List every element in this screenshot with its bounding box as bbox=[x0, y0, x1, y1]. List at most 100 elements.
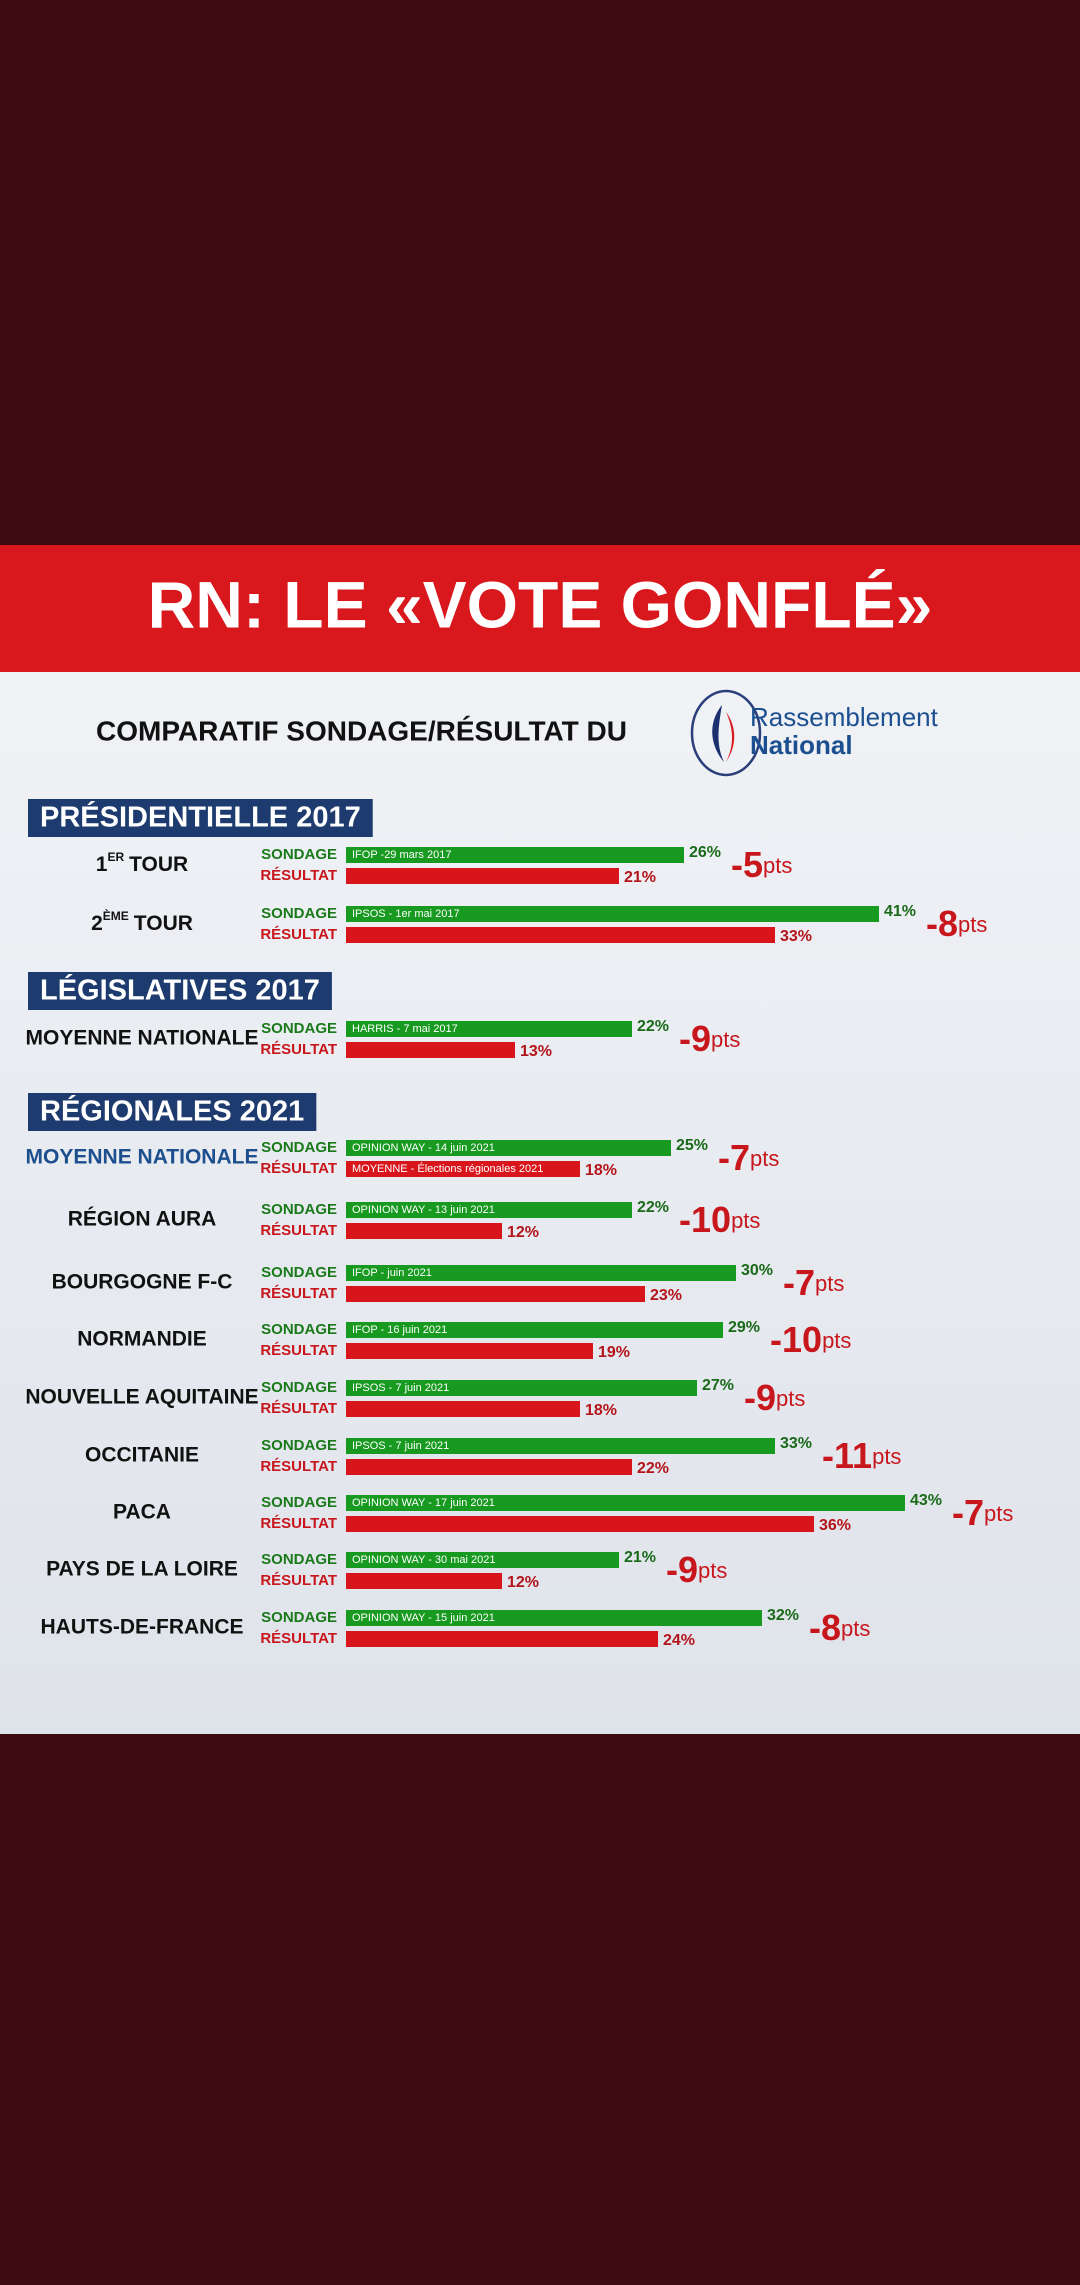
row-label: 2ÈME TOUR bbox=[91, 908, 193, 934]
difference-value: -9 bbox=[679, 1018, 711, 1059]
poll-bar bbox=[346, 1322, 723, 1338]
result-value-label: 36% bbox=[819, 1517, 851, 1534]
logo-text: Rassemblement bbox=[750, 702, 939, 732]
section-header: RÉGIONALES 2021 bbox=[40, 1094, 304, 1128]
row-label: MOYENNE NATIONALE bbox=[26, 1146, 259, 1169]
result-value-label: 21% bbox=[624, 869, 656, 886]
poll-bar bbox=[346, 1202, 632, 1218]
difference: -10pts bbox=[679, 1199, 760, 1240]
poll-bar bbox=[346, 906, 879, 922]
row-label-main: 1 bbox=[96, 853, 108, 876]
infographic bbox=[0, 545, 1080, 1734]
section-header: PRÉSIDENTIELLE 2017 bbox=[40, 800, 361, 834]
row-label: PAYS DE LA LOIRE bbox=[46, 1558, 238, 1581]
difference-value: -9 bbox=[744, 1377, 776, 1418]
result-bar bbox=[346, 1516, 814, 1532]
result-value-label: 18% bbox=[585, 1402, 617, 1419]
result-value-label: 24% bbox=[663, 1632, 695, 1649]
result-legend: RÉSULTAT bbox=[260, 926, 337, 943]
poll-source: OPINION WAY - 15 juin 2021 bbox=[352, 1612, 495, 1624]
difference-unit: pts bbox=[815, 1271, 844, 1296]
result-value-label: 12% bbox=[507, 1224, 539, 1241]
poll-value-label: 33% bbox=[780, 1435, 812, 1452]
result-legend: RÉSULTAT bbox=[260, 1342, 337, 1359]
result-bar bbox=[346, 1343, 593, 1359]
result-bar bbox=[346, 1459, 632, 1475]
result-bar bbox=[346, 1161, 580, 1177]
poll-value-label: 30% bbox=[741, 1262, 773, 1279]
difference-value: -9 bbox=[666, 1549, 698, 1590]
difference-unit: pts bbox=[841, 1616, 870, 1641]
result-value-label: 12% bbox=[507, 1574, 539, 1591]
result-legend: RÉSULTAT bbox=[260, 1222, 337, 1239]
difference-unit: pts bbox=[731, 1208, 760, 1233]
row: NORMANDIE SONDAGE RÉSULTAT IFOP - 16 juin 2… bbox=[77, 1319, 851, 1362]
row: BOURGOGNE F-C SONDAGE RÉSULTAT IFOP - juin … bbox=[52, 1262, 845, 1305]
poll-source: OPINION WAY - 30 mai 2021 bbox=[352, 1554, 495, 1566]
result-legend: RÉSULTAT bbox=[260, 867, 337, 884]
poll-value-label: 21% bbox=[624, 1549, 656, 1566]
row: PAYS DE LA LOIRE SONDAGE RÉSULTAT OPINION W… bbox=[46, 1549, 727, 1592]
difference-unit: pts bbox=[750, 1146, 779, 1171]
poll-bar bbox=[346, 1380, 697, 1396]
row: RÉGION AURA SONDAGE RÉSULTAT OPINION WAY - … bbox=[68, 1199, 761, 1242]
difference-value: -10 bbox=[770, 1319, 822, 1360]
result-bar bbox=[346, 1573, 502, 1589]
poll-legend: SONDAGE bbox=[261, 1139, 337, 1156]
result-legend: RÉSULTAT bbox=[260, 1400, 337, 1417]
poll-bar bbox=[346, 847, 684, 863]
result-legend: RÉSULTAT bbox=[260, 1285, 337, 1302]
difference: -7pts bbox=[783, 1262, 844, 1303]
result-bar bbox=[346, 927, 775, 943]
result-value-label: 13% bbox=[520, 1043, 552, 1060]
row: HAUTS-DE-FRANCE SONDAGE RÉSULTAT OPINION WA… bbox=[41, 1607, 871, 1650]
poll-legend: SONDAGE bbox=[261, 1201, 337, 1218]
section-header-box bbox=[28, 1093, 317, 1131]
poll-source: OPINION WAY - 13 juin 2021 bbox=[352, 1204, 495, 1216]
difference: -7pts bbox=[952, 1492, 1013, 1533]
poll-value-label: 22% bbox=[637, 1199, 669, 1216]
row: 1ER TOUR SONDAGE RÉSULTAT IFOP -29 mars 2017… bbox=[96, 844, 793, 887]
logo-text: National bbox=[750, 730, 853, 760]
difference: -7pts bbox=[718, 1137, 779, 1178]
difference-unit: pts bbox=[763, 853, 792, 878]
row-label: BOURGOGNE F-C bbox=[52, 1271, 233, 1294]
result-legend: RÉSULTAT bbox=[260, 1515, 337, 1532]
poll-value-label: 32% bbox=[767, 1607, 799, 1624]
row-label: NOUVELLE AQUITAINE bbox=[25, 1386, 258, 1409]
section-header: LÉGISLATIVES 2017 bbox=[40, 973, 320, 1007]
poll-value-label: 22% bbox=[637, 1018, 669, 1035]
difference: -5pts bbox=[731, 844, 792, 885]
difference-value: -7 bbox=[952, 1492, 984, 1533]
title-band bbox=[0, 545, 1080, 672]
difference: -8pts bbox=[926, 903, 987, 944]
poll-legend: SONDAGE bbox=[261, 1264, 337, 1281]
result-bar bbox=[346, 1631, 658, 1647]
result-legend: RÉSULTAT bbox=[260, 1041, 337, 1058]
difference-unit: pts bbox=[822, 1328, 851, 1353]
result-legend: RÉSULTAT bbox=[260, 1160, 337, 1177]
poll-bar bbox=[346, 1610, 762, 1626]
difference-value: -7 bbox=[783, 1262, 815, 1303]
result-legend: RÉSULTAT bbox=[260, 1572, 337, 1589]
row-label: MOYENNE NATIONALE bbox=[26, 1027, 259, 1050]
row-label-sup: ÈME bbox=[103, 908, 129, 923]
difference-unit: pts bbox=[698, 1558, 727, 1583]
logo: Rassemblement National bbox=[690, 689, 939, 777]
difference: -9pts bbox=[666, 1549, 727, 1590]
poll-value-label: 26% bbox=[689, 844, 721, 861]
row-label: 1ER TOUR bbox=[96, 850, 188, 875]
result-bar bbox=[346, 1286, 645, 1302]
difference-value: -7 bbox=[718, 1137, 750, 1178]
poll-bar bbox=[346, 1438, 775, 1454]
section-header-box bbox=[28, 972, 332, 1010]
row-label: RÉGION AURA bbox=[68, 1208, 217, 1231]
difference-unit: pts bbox=[711, 1027, 740, 1052]
result-source: MOYENNE - Élections régionales 2021 bbox=[352, 1162, 543, 1175]
row: MOYENNE NATIONALE SONDAGE RÉSULTAT OPINION … bbox=[26, 1137, 780, 1180]
logo-flame bbox=[712, 705, 724, 762]
poll-source: IFOP - 16 juin 2021 bbox=[352, 1324, 447, 1336]
difference-unit: pts bbox=[872, 1444, 901, 1469]
